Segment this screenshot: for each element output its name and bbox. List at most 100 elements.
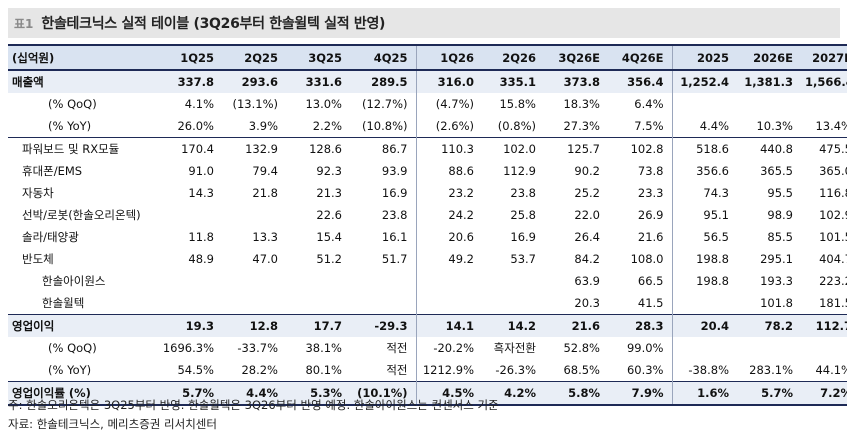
table-cell: 78.2 <box>737 314 801 337</box>
table-cell: (2.6%) <box>415 115 482 138</box>
table-cell <box>737 337 801 359</box>
table-cell <box>158 204 222 226</box>
table-cell: 88.6 <box>415 160 482 182</box>
table-cell: 4.2% <box>482 381 544 406</box>
table-cell <box>158 270 222 292</box>
table-cell: 85.5 <box>767 230 793 244</box>
row-label: 한솔아이원스 <box>42 274 106 288</box>
table-cell: 18.3% <box>563 97 600 111</box>
table-cell: 295.1 <box>760 252 793 266</box>
table-cell: 5.8% <box>544 381 608 406</box>
table-cell: (0.8%) <box>497 119 536 133</box>
table-cell: 112.7 <box>801 314 847 337</box>
row-label: (% YoY) <box>48 363 92 377</box>
table-cell: 80.1% <box>305 363 342 377</box>
table-cell: 5.7% <box>737 381 801 406</box>
table-cell: 12.8 <box>222 314 286 337</box>
table-cell: 84.2 <box>574 252 600 266</box>
table-cell <box>801 93 847 115</box>
table-cell: 14.2 <box>482 314 544 337</box>
row-label: 한솔윌텍 <box>42 296 85 310</box>
col-header: 2027E <box>801 44 847 71</box>
table-cell: 13.0% <box>305 97 342 111</box>
table-cell: 331.6 <box>286 70 350 93</box>
table-cell: 128.6 <box>286 137 350 160</box>
table-cell <box>158 292 222 315</box>
col-header: 3Q25 <box>286 44 350 71</box>
table-cell: 102.9 <box>819 208 847 222</box>
row-label: 반도체 <box>22 252 54 266</box>
row-label: (% QoQ) <box>48 341 97 355</box>
table-title-bar: 표1 한솔테크닉스 실적 테이블 (3Q26부터 한솔윌텍 실적 반영) <box>8 8 840 38</box>
row-label: 영업이익 <box>8 314 158 337</box>
table-cell: 21.8 <box>252 186 278 200</box>
table-cell: 116.8 <box>819 186 847 200</box>
table-cell: 38.1% <box>305 341 342 355</box>
table-cell: 101.8 <box>760 296 793 310</box>
table-cell: 110.3 <box>415 137 482 160</box>
table-cell: 54.5% <box>177 363 214 377</box>
table-cell: 24.2 <box>415 204 482 226</box>
col-header: 2Q26 <box>482 44 544 71</box>
table-cell: 23.3 <box>637 186 664 200</box>
table-cell: 28.2% <box>241 363 278 377</box>
col-header: 4Q25 <box>350 44 416 71</box>
table-cell: 27.3% <box>563 119 600 133</box>
table-cell: 373.8 <box>544 70 608 93</box>
col-header: 1Q26 <box>415 44 482 71</box>
table-cell: (10.1%) <box>350 381 416 406</box>
table-title: 한솔테크닉스 실적 테이블 (3Q26부터 한솔윌텍 실적 반영) <box>41 16 386 32</box>
table-cell: 23.8 <box>381 208 408 222</box>
table-cell: 11.8 <box>188 230 214 244</box>
table-cell: 181.5 <box>819 296 847 310</box>
table-cell: 93.9 <box>381 164 408 178</box>
table-cell: 26.4 <box>574 230 600 244</box>
table-cell: 66.5 <box>637 274 664 288</box>
table-cell <box>737 93 801 115</box>
table-cell: 4.4% <box>671 115 737 138</box>
row-op-yoy: (% YoY) 54.5% 28.2% 80.1% 적전 1212.9% -26.3% 68.… <box>8 359 847 382</box>
table-cell: 293.6 <box>222 70 286 93</box>
table-cell: 5.7% <box>158 381 222 406</box>
table-cell <box>222 270 286 292</box>
table-cell: 7.5% <box>634 119 664 133</box>
table-number: 표1 <box>14 16 34 31</box>
table-cell: 28.3 <box>608 314 672 337</box>
row-segment: 자동차 14.3 21.8 21.3 16.9 23.2 23.8 25.2 23.3 74.3 9… <box>8 182 847 204</box>
table-cell: 15.8% <box>499 97 536 111</box>
table-cell: 90.2 <box>574 164 600 178</box>
table-cell: 289.5 <box>350 70 416 93</box>
table-cell: 49.2 <box>415 248 482 270</box>
table-body: 매출액 337.8 293.6 331.6 289.5 316.0 335.1 373.8 35… <box>8 70 847 406</box>
table-cell: 283.1% <box>749 363 793 377</box>
col-header: 2Q25 <box>222 44 286 71</box>
table-cell: 53.7 <box>510 252 536 266</box>
table-cell: 2.2% <box>312 119 342 133</box>
table-cell: 74.3 <box>671 182 737 204</box>
table-cell: -29.3 <box>350 314 416 337</box>
row-label: 자동차 <box>22 186 54 200</box>
table-cell: 41.5 <box>637 296 664 310</box>
table-cell <box>415 292 482 315</box>
table-cell: 22.6 <box>316 208 342 222</box>
table-cell: (13.1%) <box>232 97 278 111</box>
row-label: (% QoQ) <box>48 97 97 111</box>
table-cell: 79.4 <box>252 164 278 178</box>
table-cell: 14.3 <box>188 186 214 200</box>
table-cell: (10.8%) <box>361 119 408 133</box>
table-cell: 1696.3% <box>162 341 214 355</box>
row-label: (% YoY) <box>48 119 92 133</box>
table-cell: 23.2 <box>415 182 482 204</box>
table-cell: 6.4% <box>634 97 664 111</box>
table-cell: 5.3% <box>286 381 350 406</box>
row-label: 선박/로봇(한솔오리온텍) <box>22 208 141 222</box>
table-cell: 91.0 <box>188 164 214 178</box>
row-label: 솔라/태양광 <box>22 230 79 244</box>
table-cell <box>286 270 350 292</box>
table-cell: 21.6 <box>637 230 664 244</box>
col-header: 3Q26E <box>544 44 608 71</box>
table-cell: 적전 <box>386 363 408 377</box>
row-subsegment: 한솔윌텍 20.3 41.5 101.8 181.5 <box>8 292 847 315</box>
table-cell: 335.1 <box>482 70 544 93</box>
table-cell <box>801 337 847 359</box>
